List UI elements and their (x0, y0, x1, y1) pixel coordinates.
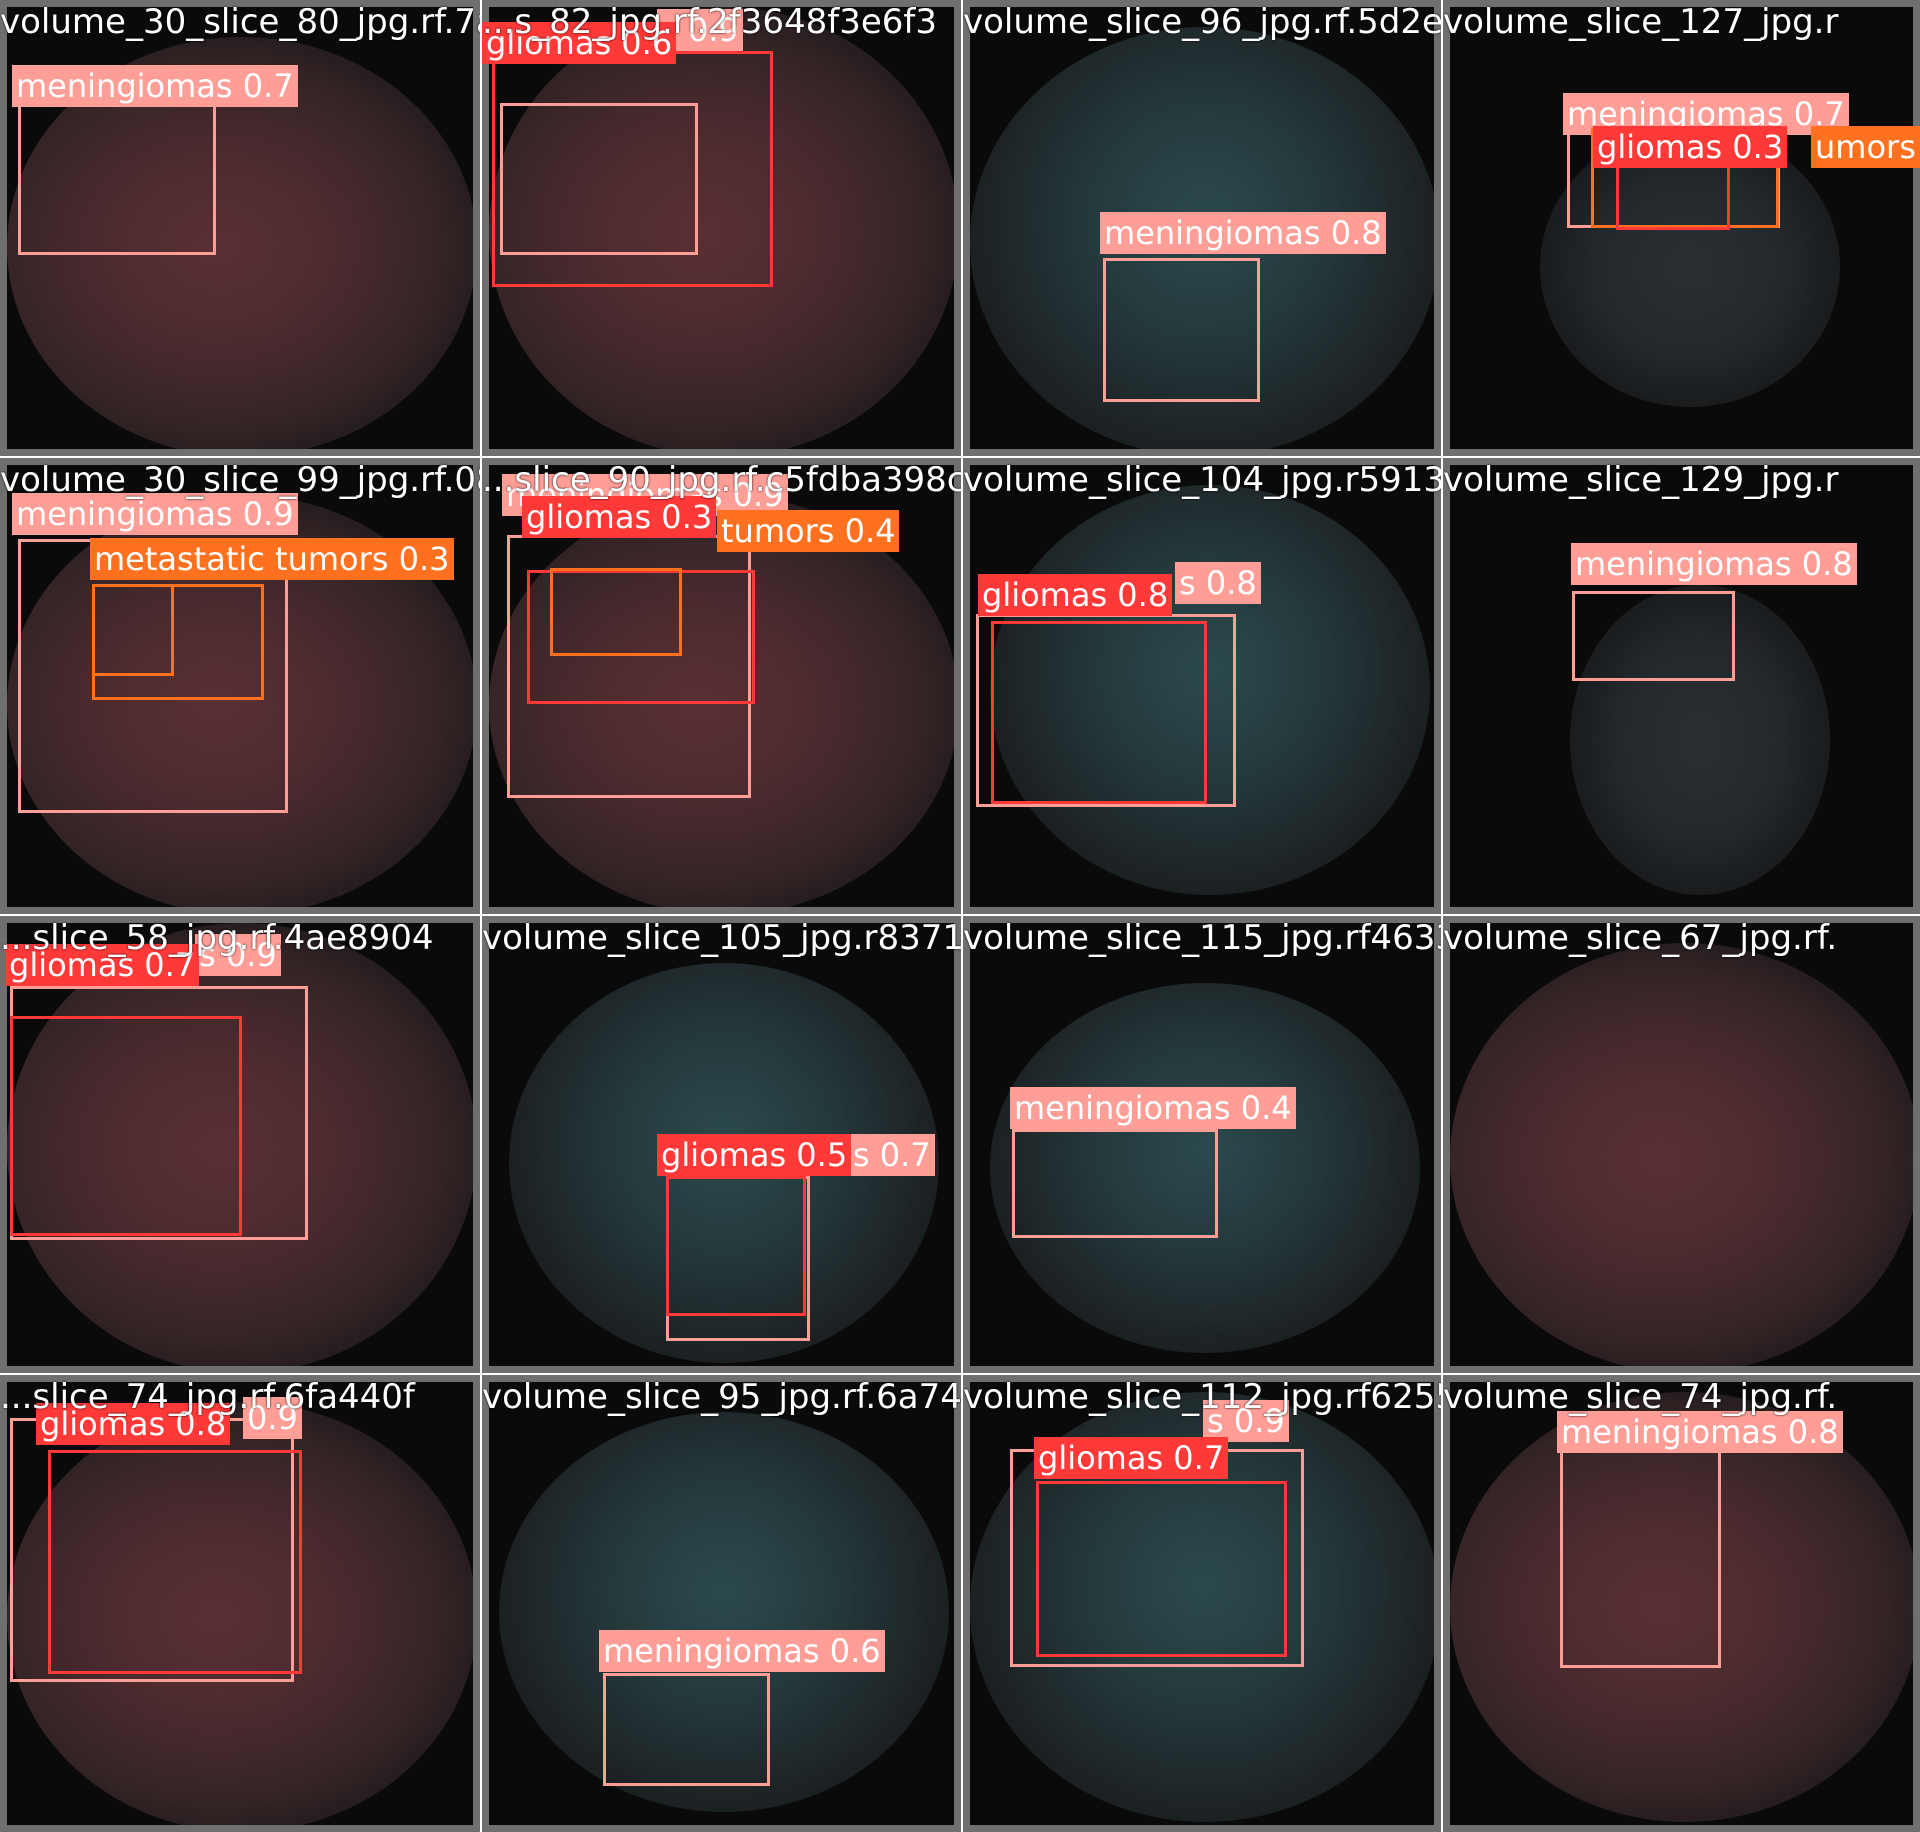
image-filename: volume_slice_67_jpg.rf. (1443, 918, 1838, 958)
prediction-tile: meningiomas 0.9 gliomas 0.3 tumors 0.4 ...s… (482, 458, 961, 914)
prediction-tile: 0.9 gliomas 0.8 ...slice_74_jpg.rf.6fa440f (0, 1375, 480, 1832)
detection-box (991, 621, 1207, 804)
prediction-tile: s 0.9 gliomas 0.7 ...slice_58_jpg.rf.4ae89… (0, 916, 480, 1373)
detection-label: gliomas 0.8 (36, 1403, 231, 1445)
detection-label: meningiomas 0.9 (12, 493, 298, 535)
brain-scan (1450, 1392, 1913, 1822)
prediction-tile: meningiomas 0.4 volume_slice_115_jpg.rf46… (963, 916, 1441, 1373)
detection-box (550, 568, 682, 656)
mri-slice-image (7, 923, 473, 1366)
prediction-tile: is 0.7 gliomas 0.5 volume_slice_105_jpg.r8… (482, 916, 961, 1373)
mri-slice-image (489, 7, 954, 449)
image-filename: volume_slice_115_jpg.rf4633d4d8 (963, 918, 1441, 958)
detection-box (18, 103, 216, 255)
detection-label: meningiomas 0.7 (12, 65, 298, 107)
detection-label: gliomas 0.3 (1593, 126, 1788, 168)
image-filename: ...slice_74_jpg.rf.6fa440f (0, 1377, 415, 1417)
detection-label: meningiomas 0.4 (1010, 1087, 1296, 1129)
detection-label: gliomas 0.6 (482, 22, 677, 64)
image-filename: volume_slice_74_jpg.rf. (1443, 1377, 1838, 1417)
prediction-tile: meningiomas 0.7 umors gliomas 0.3 volume_sl… (1443, 0, 1920, 456)
detection-label: s 0.9 (1203, 1400, 1289, 1442)
detection-label: is 0.7 (840, 1134, 935, 1176)
detection-label: gliomas 0.3 (522, 496, 717, 538)
brain-scan (499, 1412, 949, 1812)
detection-label: meningiomas 0.6 (599, 1630, 885, 1672)
image-filename: volume_slice_104_jpg.r59134a514f9 (963, 460, 1441, 500)
detection-box (603, 1673, 770, 1786)
detection-box (492, 51, 773, 287)
detection-box (500, 103, 698, 255)
mri-slice-image (489, 1382, 954, 1825)
prediction-tile: s 0.9 gliomas 0.6 ...s_82_jpg.rf.2f3648f3e… (482, 0, 961, 456)
detection-box (527, 570, 755, 704)
detection-label: s 0.9 (195, 934, 281, 976)
image-filename: volume_slice_96_jpg.rf.5d2ea7b434a8 (963, 2, 1441, 42)
image-filename: volume_slice_127_jpg.r (1443, 2, 1839, 42)
prediction-tile: meningiomas 0.8 volume_slice_96_jpg.rf.5d… (963, 0, 1441, 456)
mri-slice-image (1450, 1382, 1913, 1825)
prediction-tile: meningiomas 0.8 volume_slice_129_jpg.r (1443, 458, 1920, 914)
mri-slice-image (970, 465, 1434, 907)
prediction-tile: s 0.9 gliomas 0.7 volume_slice_112_jpg.rf6… (963, 1375, 1441, 1832)
prediction-tile: meningiomas 0.9 metastatic tumors 0.3 volu… (0, 458, 480, 914)
mri-slice-image (7, 1382, 473, 1825)
detection-label: gliomas 0.5 (657, 1134, 852, 1176)
brain-scan (7, 1402, 473, 1825)
detection-label: meningiomas 0.8 (1100, 212, 1386, 254)
detection-label: gliomas 0.7 (5, 944, 200, 986)
image-filename: volume_slice_129_jpg.r (1443, 460, 1839, 500)
detection-label: 0.9 (243, 1397, 302, 1439)
detection-label: metastatic tumors 0.3 (90, 538, 454, 580)
detection-label: tumors 0.4 (717, 510, 900, 552)
detection-box (1616, 162, 1730, 230)
detection-box (1036, 1481, 1287, 1657)
prediction-tile: volume_slice_67_jpg.rf. (1443, 916, 1920, 1373)
prediction-tile: s 0.8 gliomas 0.8 volume_slice_104_jpg.r59… (963, 458, 1441, 914)
image-filename: volume_slice_112_jpg.rf6255b4 (963, 1377, 1441, 1417)
image-filename: ...slice_58_jpg.rf.4ae8904 (0, 918, 434, 958)
image-filename: ...slice_90_jpg.rf.c5fdba398cb0 (482, 460, 961, 500)
detection-box (1012, 1129, 1218, 1238)
detection-box (1103, 258, 1260, 402)
detection-box (92, 584, 174, 676)
detection-box (666, 1176, 806, 1316)
image-filename: volume_slice_105_jpg.r837141632 (482, 918, 961, 958)
prediction-tile: meningiomas 0.6 volume_slice_95_jpg.rf.6a… (482, 1375, 961, 1832)
detection-box (1572, 591, 1735, 681)
detection-label: meningiomas 0.8 (1557, 1411, 1843, 1453)
brain-scan (990, 983, 1420, 1353)
detection-box (10, 1016, 242, 1236)
prediction-tile: meningiomas 0.7 volume_30_slice_80_jpg.rf… (0, 0, 480, 456)
image-filename: volume_30_slice_99_jpg.rf.0863 (0, 460, 480, 500)
mri-slice-image (1450, 465, 1913, 907)
detection-label: gliomas 0.7 (1034, 1437, 1229, 1479)
brain-scan (1540, 127, 1840, 407)
detection-label: gliomas 0.8 (978, 574, 1173, 616)
detection-label: s 0.8 (1175, 562, 1261, 604)
mri-slice-image (1450, 923, 1913, 1366)
detection-box (48, 1450, 302, 1674)
brain-scan (489, 7, 954, 449)
image-filename: ...s_82_jpg.rf.2f3648f3e6f3 (482, 2, 937, 42)
prediction-tile: meningiomas 0.8 volume_slice_74_jpg.rf. (1443, 1375, 1920, 1832)
brain-scan (1450, 943, 1913, 1366)
brain-scan (990, 485, 1430, 895)
brain-scan (1570, 585, 1830, 895)
image-filename: volume_slice_95_jpg.rf.6a74913 (482, 1377, 961, 1417)
mri-slice-image (970, 923, 1434, 1366)
detection-label: meningiomas 0.8 (1571, 543, 1857, 585)
detection-box (1560, 1445, 1721, 1668)
detection-label: umors (1811, 126, 1920, 168)
image-filename: volume_30_slice_80_jpg.rf.7a (0, 2, 480, 42)
